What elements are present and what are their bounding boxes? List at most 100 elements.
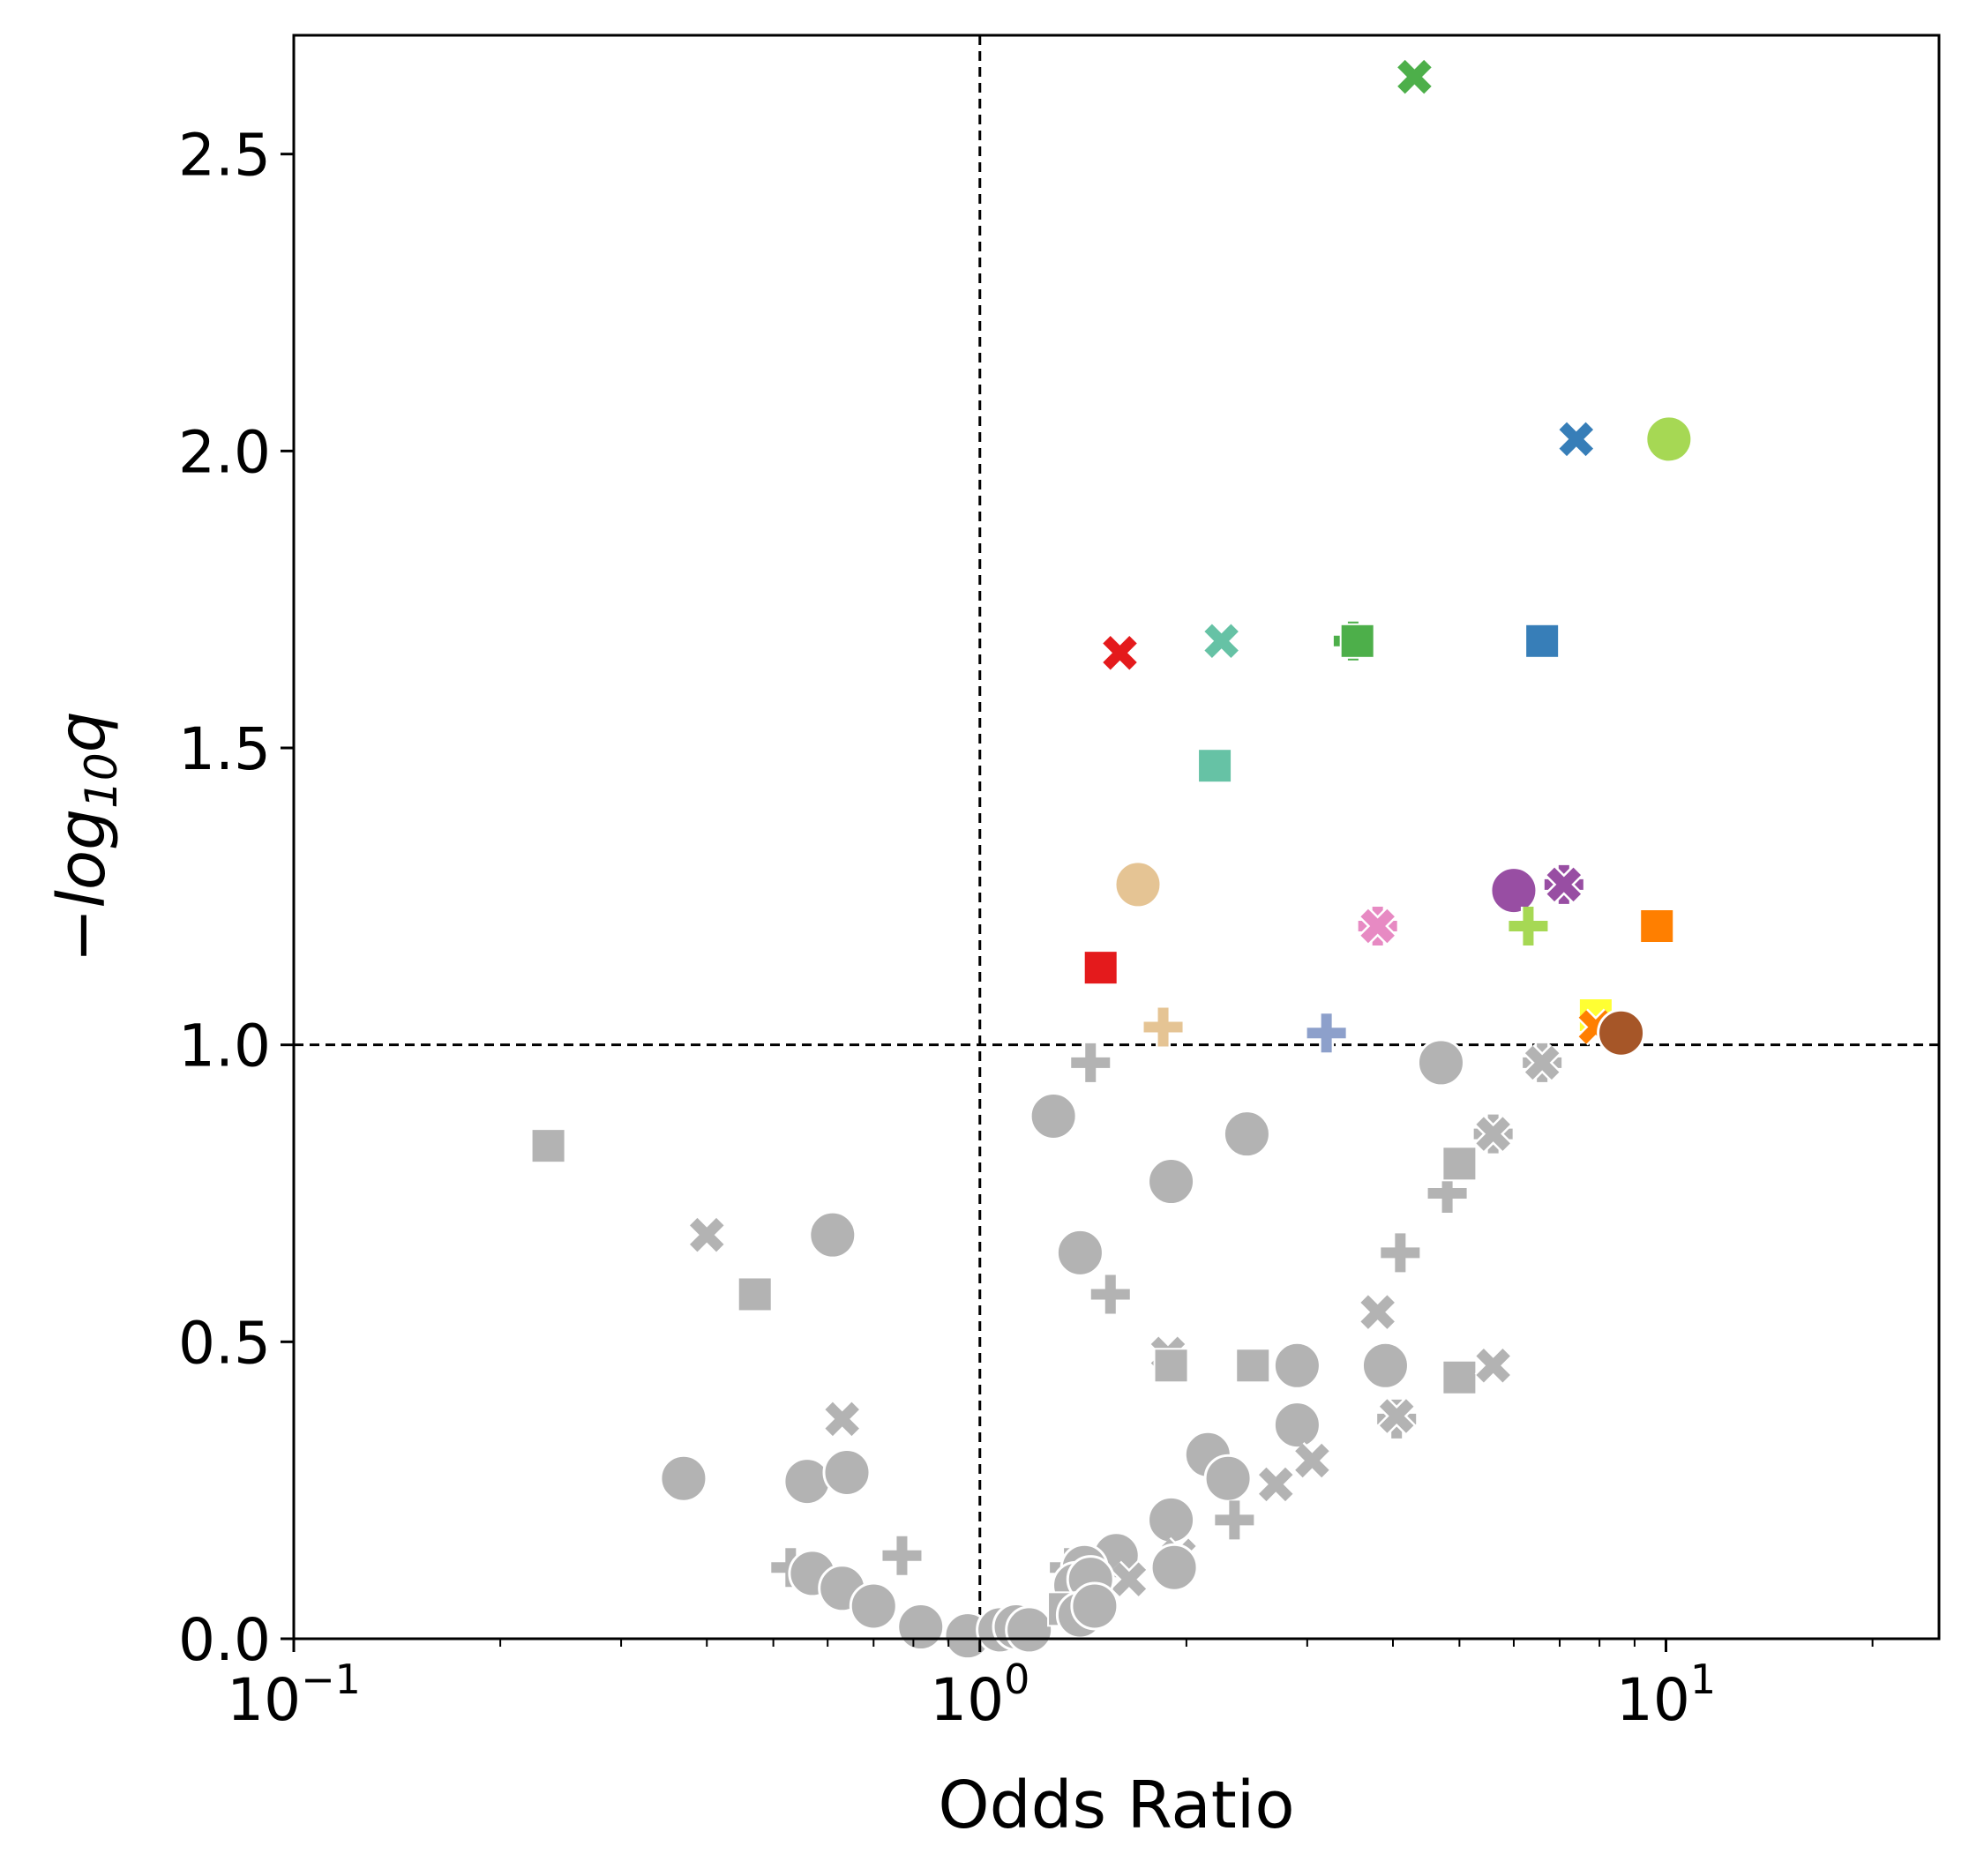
point-x-stroke xyxy=(1360,1295,1395,1329)
point-circle xyxy=(1360,1341,1410,1390)
point-square xyxy=(1524,623,1561,659)
y-tick-label: 0.0 xyxy=(178,1606,271,1674)
x-tick-label-base: 10 xyxy=(930,1666,1004,1734)
point-circle xyxy=(1147,1495,1196,1544)
point-circle xyxy=(822,1447,872,1497)
point-square xyxy=(1441,1359,1478,1395)
reference-lines xyxy=(294,35,1939,1639)
point-circle xyxy=(1005,1605,1054,1655)
point-circle xyxy=(782,1457,832,1506)
y-axis-title-var: q xyxy=(44,711,120,752)
y-tick-label: 1.5 xyxy=(178,715,271,783)
point-x xyxy=(1524,1043,1561,1081)
point-circle xyxy=(808,1210,857,1259)
point-plus xyxy=(1071,1043,1111,1082)
point-circle xyxy=(1416,1038,1465,1087)
point-circle xyxy=(1272,1341,1321,1390)
x-tick-label: 101 xyxy=(1616,1656,1716,1734)
point-plus-stroke xyxy=(1215,1500,1254,1540)
point-x-stroke xyxy=(1295,1443,1329,1478)
point-square xyxy=(1339,623,1375,659)
y-axis-title-subscript: 10 xyxy=(76,752,127,809)
data-points xyxy=(530,58,1694,1661)
point-plus-stroke xyxy=(1090,1274,1130,1314)
point-x xyxy=(688,1216,726,1254)
point-plus-stroke xyxy=(882,1536,922,1575)
point-circle xyxy=(659,1454,708,1503)
point-plus-stroke xyxy=(1509,907,1548,945)
point-circle xyxy=(1055,1228,1104,1277)
point-x-stroke xyxy=(1204,624,1239,659)
point-square xyxy=(1639,908,1675,944)
point-x xyxy=(1359,907,1396,945)
point-x xyxy=(1110,1560,1148,1598)
point-circle xyxy=(1149,1543,1199,1592)
y-tick-label: 0.5 xyxy=(178,1309,271,1377)
point-x xyxy=(823,1400,861,1438)
point-circle xyxy=(1222,1110,1271,1159)
x-tick-label-exponent: −1 xyxy=(301,1656,361,1703)
point-circle xyxy=(849,1581,898,1631)
point-x-stroke xyxy=(1476,1349,1510,1383)
point-x xyxy=(1545,865,1583,903)
point-circle xyxy=(1070,1581,1119,1631)
x-tick-label-base: 10 xyxy=(227,1666,301,1734)
point-x xyxy=(1293,1441,1331,1480)
point-plus xyxy=(1090,1274,1130,1314)
point-x xyxy=(1396,58,1434,96)
point-circle xyxy=(1203,1454,1253,1503)
point-plus-stroke xyxy=(1143,1007,1183,1047)
point-x-stroke xyxy=(1360,908,1395,944)
y-tick-label: 1.0 xyxy=(178,1013,271,1080)
point-circle xyxy=(896,1603,946,1652)
point-x xyxy=(1101,634,1139,672)
x-tick-label-base: 10 xyxy=(1616,1666,1690,1734)
point-x-stroke xyxy=(1476,1117,1510,1151)
point-x-stroke xyxy=(825,1401,859,1437)
point-x-stroke xyxy=(1559,422,1594,457)
plot-frame xyxy=(292,34,1941,1641)
point-plus-stroke xyxy=(1071,1043,1111,1082)
point-plus xyxy=(1306,1013,1346,1053)
point-circle xyxy=(1489,866,1539,916)
point-x-stroke xyxy=(1397,59,1432,94)
point-x xyxy=(1378,1397,1416,1435)
point-x xyxy=(1257,1465,1295,1503)
point-plus xyxy=(1143,1007,1183,1047)
point-x-stroke xyxy=(1379,1399,1414,1433)
y-tick-label: 2.0 xyxy=(178,418,271,486)
point-x-stroke xyxy=(1524,1045,1560,1080)
y-tick-label: 2.5 xyxy=(178,122,271,190)
x-axis-title: Odds Ratio xyxy=(938,1768,1294,1843)
point-plus xyxy=(1215,1500,1254,1540)
point-x-stroke xyxy=(1258,1467,1293,1502)
point-square xyxy=(1153,1348,1189,1384)
x-tick-label: 10−1 xyxy=(227,1656,361,1734)
point-x xyxy=(1474,1115,1512,1153)
point-plus xyxy=(882,1536,922,1575)
point-x-stroke xyxy=(1103,636,1137,670)
point-circle xyxy=(1113,860,1163,909)
point-circle xyxy=(1147,1157,1196,1207)
point-circle xyxy=(1272,1401,1321,1450)
point-x xyxy=(1359,1293,1396,1331)
point-circle xyxy=(1644,415,1694,464)
point-square xyxy=(530,1128,566,1164)
x-tick-label-exponent: 1 xyxy=(1690,1656,1716,1703)
x-tick-label-exponent: 0 xyxy=(1004,1656,1029,1703)
point-square xyxy=(1197,748,1233,784)
x-tick-label: 100 xyxy=(930,1656,1029,1734)
y-axis: 0.0 0.5 1.0 1.5 2.0 2.5 xyxy=(178,122,294,1674)
point-circle xyxy=(1597,1008,1646,1058)
point-circle xyxy=(1029,1091,1078,1140)
point-square xyxy=(737,1276,773,1312)
point-plus xyxy=(1509,907,1548,945)
point-x-stroke xyxy=(690,1217,724,1252)
y-axis-title-log: log xyxy=(44,809,120,908)
point-square xyxy=(1082,950,1119,986)
point-x xyxy=(1474,1347,1512,1385)
point-plus-stroke xyxy=(1306,1013,1346,1053)
point-square xyxy=(1441,1146,1478,1182)
point-plus-stroke xyxy=(1381,1233,1420,1273)
